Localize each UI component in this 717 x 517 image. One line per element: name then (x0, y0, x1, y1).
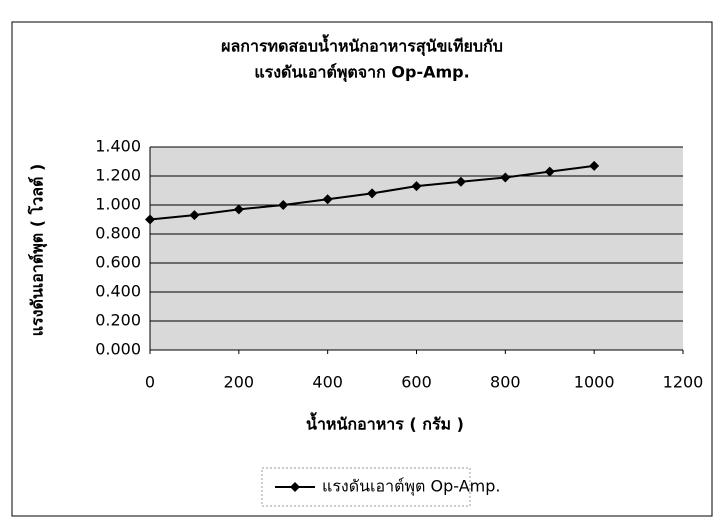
point (322, 194, 333, 205)
legend-marker (290, 482, 300, 492)
y-tick-label: 0.600 (95, 253, 141, 272)
point (500, 172, 511, 183)
y-tick-label: 1.000 (95, 195, 141, 214)
point (367, 188, 378, 199)
x-tick-label: 1200 (663, 373, 704, 392)
x-tick-label: 0 (145, 373, 155, 392)
point (189, 210, 200, 221)
y-tick-label: 0.000 (95, 340, 141, 359)
x-axis-label: น้ำหนักอาหาร ( กรัม ) (306, 412, 464, 434)
point (455, 176, 466, 187)
y-tick-label: 0.400 (95, 282, 141, 301)
chart-title: ผลการทดสอบน้ำหนักอาหารสุนัขเทียบกับ (221, 34, 503, 57)
plot-area (150, 147, 683, 350)
point (544, 166, 555, 177)
x-tick-label: 1000 (574, 373, 615, 392)
x-tick-label: 400 (312, 373, 343, 392)
legend-label: แรงดันเอาต์พุต Op-Amp. (322, 477, 500, 497)
x-tick-label: 600 (401, 373, 432, 392)
point (411, 181, 422, 192)
x-tick-label: 800 (490, 373, 521, 392)
point (145, 214, 155, 225)
y-tick-label: 0.800 (95, 224, 141, 243)
y-axis-label: แรงดันเอาต์พุต ( โวลต์ ) (27, 164, 48, 337)
chart-title: แรงดันเอาต์พุตจาก Op-Amp. (254, 63, 469, 83)
y-tick-label: 1.400 (95, 137, 141, 156)
y-tick-label: 1.200 (95, 166, 141, 185)
point (589, 160, 600, 171)
point (278, 200, 289, 210)
y-tick-label: 0.200 (95, 311, 141, 330)
x-tick-label: 200 (224, 373, 255, 392)
point (233, 204, 244, 215)
